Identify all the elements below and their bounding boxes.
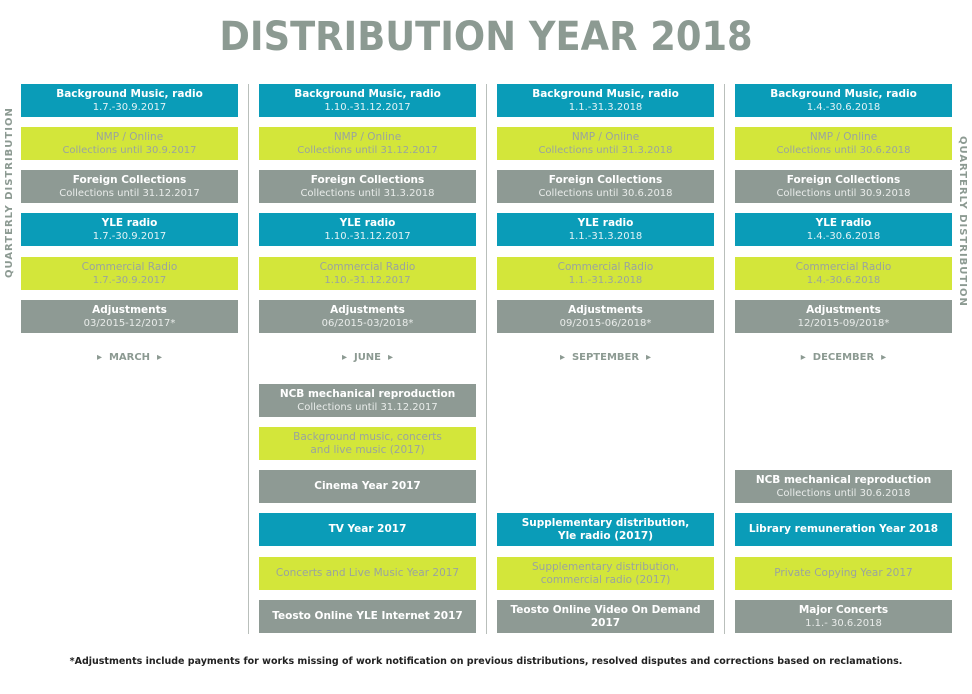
arrow-right-icon: ▸ xyxy=(800,352,806,363)
box-yle-radio: YLE radio 1.7.-30.9.2017 xyxy=(21,213,238,246)
box-library-remuneration: Library remuneration Year 2018 xyxy=(735,513,952,546)
arrow-right-icon: ▸ xyxy=(341,352,347,363)
box-commercial-radio: Commercial Radio 1.10.-31.12.2017 xyxy=(259,257,476,290)
box-adjustments: Adjustments 12/2015-09/2018* xyxy=(735,300,952,333)
box-teosto-online-yle-internet: Teosto Online YLE Internet 2017 xyxy=(259,600,476,633)
box-background-music-radio: Background Music, radio 1.10.-31.12.2017 xyxy=(259,84,476,117)
box-commercial-radio: Commercial Radio 1.4.-30.6.2018 xyxy=(735,257,952,290)
box-adjustments: Adjustments 03/2015-12/2017* xyxy=(21,300,238,333)
box-background-music-radio: Background Music, radio 1.1.-31.3.2018 xyxy=(497,84,714,117)
box-background-music-radio: Background Music, radio 1.7.-30.9.2017 xyxy=(21,84,238,117)
box-ncb-mechanical-reproduction: NCB mechanical reproduction Collections u… xyxy=(735,470,952,503)
month-label-september: ▸ SEPTEMBER ▸ xyxy=(559,352,652,363)
box-commercial-radio: Commercial Radio 1.7.-30.9.2017 xyxy=(21,257,238,290)
arrow-right-icon: ▸ xyxy=(559,352,565,363)
side-label-left: QUARTERLY DISTRIBUTION xyxy=(4,107,15,278)
column-divider xyxy=(248,84,249,634)
box-teosto-online-vod: Teosto Online Video On Demand 2017 xyxy=(497,600,714,633)
arrow-right-icon: ▸ xyxy=(157,352,163,363)
box-foreign-collections: Foreign Collections Collections until 31.… xyxy=(259,170,476,203)
box-ncb-mechanical-reproduction: NCB mechanical reproduction Collections u… xyxy=(259,384,476,417)
month-label-june: ▸ JUNE ▸ xyxy=(341,352,394,363)
box-adjustments: Adjustments 06/2015-03/2018* xyxy=(259,300,476,333)
box-major-concerts: Major Concerts 1.1.- 30.6.2018 xyxy=(735,600,952,633)
box-cinema-year: Cinema Year 2017 xyxy=(259,470,476,503)
box-adjustments: Adjustments 09/2015-06/2018* xyxy=(497,300,714,333)
month-label-december: ▸ DECEMBER ▸ xyxy=(800,352,887,363)
box-foreign-collections: Foreign Collections Collections until 30.… xyxy=(497,170,714,203)
arrow-right-icon: ▸ xyxy=(646,352,652,363)
box-supplementary-yle-radio: Supplementary distribution, Yle radio (20… xyxy=(497,513,714,546)
box-commercial-radio: Commercial Radio 1.1.-31.3.2018 xyxy=(497,257,714,290)
column-divider xyxy=(724,84,725,634)
box-background-music-radio: Background Music, radio 1.4.-30.6.2018 xyxy=(735,84,952,117)
column-divider xyxy=(486,84,487,634)
box-nmp-online: NMP / Online Collections until 31.12.2017 xyxy=(259,127,476,160)
box-supplementary-commercial-radio: Supplementary distribution, commercial ra… xyxy=(497,557,714,590)
arrow-right-icon: ▸ xyxy=(387,352,394,363)
box-background-music-concerts: Background music, concerts and live music… xyxy=(259,427,476,460)
arrow-right-icon: ▸ xyxy=(96,352,102,363)
arrow-right-icon: ▸ xyxy=(881,352,887,363)
box-yle-radio: YLE radio 1.1.-31.3.2018 xyxy=(497,213,714,246)
side-label-right: QUARTERLY DISTRIBUTION xyxy=(957,136,968,307)
box-nmp-online: NMP / Online Collections until 31.3.2018 xyxy=(497,127,714,160)
box-concerts-live-music-year: Concerts and Live Music Year 2017 xyxy=(259,557,476,590)
page-title: DISTRIBUTION YEAR 2018 xyxy=(219,14,753,60)
box-private-copying: Private Copying Year 2017 xyxy=(735,557,952,590)
month-label-march: ▸ MARCH ▸ xyxy=(96,352,163,363)
box-yle-radio: YLE radio 1.10.-31.12.2017 xyxy=(259,213,476,246)
box-yle-radio: YLE radio 1.4.-30.6.2018 xyxy=(735,213,952,246)
footnote: *Adjustments include payments for works … xyxy=(69,656,903,667)
box-foreign-collections: Foreign Collections Collections until 31.… xyxy=(21,170,238,203)
box-nmp-online: NMP / Online Collections until 30.6.2018 xyxy=(735,127,952,160)
box-tv-year: TV Year 2017 xyxy=(259,513,476,546)
box-foreign-collections: Foreign Collections Collections until 30.… xyxy=(735,170,952,203)
box-nmp-online: NMP / Online Collections until 30.9.2017 xyxy=(21,127,238,160)
